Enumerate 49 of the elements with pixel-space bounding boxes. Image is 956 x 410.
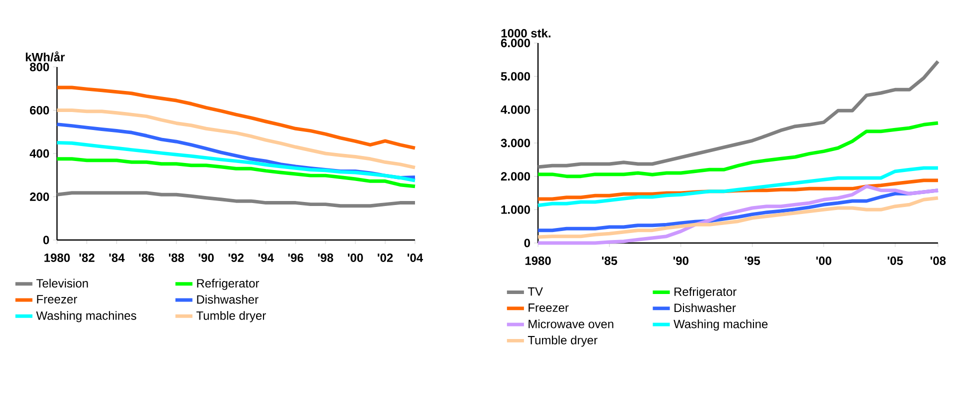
- x-tick-label: '92: [228, 254, 244, 262]
- legend-label: Dishwasher: [197, 294, 258, 304]
- x-tick-label: '94: [258, 254, 274, 262]
- x-tick-label: '86: [139, 254, 154, 262]
- legend-label: Microwave oven: [528, 319, 614, 328]
- y-tick-label: 0: [43, 236, 49, 244]
- legend-label: Washing machine: [674, 319, 768, 331]
- line-series: [55, 86, 417, 150]
- y-tick-label: 0: [524, 238, 530, 248]
- legend-label: Dishwasher: [674, 303, 736, 312]
- x-tick-label: '84: [109, 254, 125, 262]
- x-tick-label: '05: [888, 256, 903, 265]
- y-tick-label: 5.000: [500, 72, 530, 81]
- x-tick-label: '90: [673, 256, 688, 265]
- y-tick-label: 6.000: [501, 38, 530, 48]
- y-tick-label: 4.000: [500, 105, 530, 114]
- legend-label: Washing machines: [36, 311, 136, 322]
- x-tick-label: '88: [168, 254, 184, 262]
- y-tick-label: 1.000: [501, 205, 530, 214]
- x-tick-label: '82: [79, 254, 94, 262]
- y-tick-label: 400: [30, 149, 49, 158]
- x-tick-label: '00: [348, 254, 363, 262]
- y-axis-title: kWh/år: [26, 51, 65, 62]
- legend-label: Freezer: [37, 295, 78, 304]
- x-tick-label: '98: [318, 254, 334, 262]
- y-tick-label: 3.000: [500, 138, 530, 148]
- x-tick-label: '96: [288, 254, 304, 262]
- x-tick-label: '00: [816, 256, 832, 265]
- y-tick-label: 800: [30, 62, 49, 72]
- y-axis-title: 1000 stk.: [501, 28, 550, 38]
- y-tick-label: 2.000: [500, 172, 530, 181]
- legend-label: Television: [36, 278, 88, 288]
- x-tick-label: 1980: [44, 254, 70, 262]
- x-tick-label: '85: [602, 256, 618, 265]
- legend-label: Refrigerator: [197, 278, 260, 290]
- x-tick-label: 1980: [525, 256, 551, 265]
- legend-label: Freezer: [528, 304, 569, 312]
- legend-label: Tumble dryer: [528, 336, 598, 347]
- legend-label: TV: [528, 287, 543, 296]
- x-tick-label: '08: [930, 256, 946, 265]
- y-tick-label: 600: [30, 106, 49, 114]
- legend-label: Tumble dryer: [196, 311, 266, 322]
- x-tick-label: '02: [378, 254, 393, 262]
- x-tick-label: '90: [198, 254, 214, 262]
- legend-label: Refrigerator: [674, 287, 736, 298]
- y-tick-label: 200: [30, 192, 49, 201]
- x-tick-label: '04: [408, 254, 424, 262]
- x-tick-label: '95: [744, 256, 760, 265]
- line-series: [55, 108, 417, 170]
